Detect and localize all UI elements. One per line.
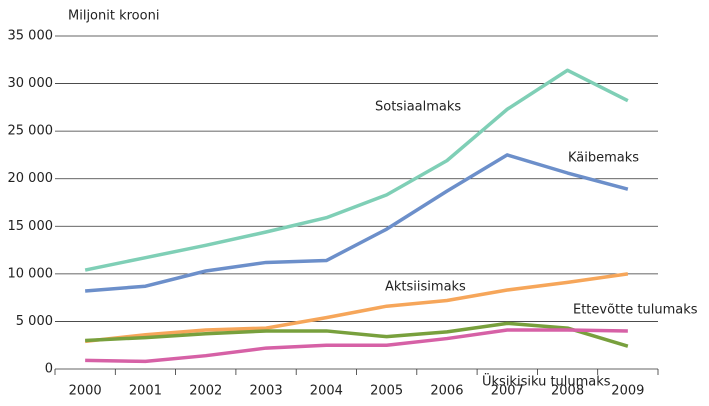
y-tick-label: 0: [45, 362, 53, 377]
y-tick-label: 15 000: [8, 219, 54, 234]
series-label: Käibemaks: [568, 151, 639, 166]
series-line: [85, 328, 628, 364]
series-line: [84, 272, 629, 344]
y-axis-title: Miljonit krooni: [68, 9, 159, 24]
x-tick-label: 2009: [611, 384, 644, 399]
y-tick-label: 25 000: [8, 124, 54, 139]
x-tick-label: 2000: [69, 384, 102, 399]
series-line: [85, 321, 629, 348]
x-tick-label: 2006: [430, 384, 463, 399]
series-label: Sotsiaalmaks: [375, 100, 461, 115]
series-label: Ettevõtte tulumaks: [573, 303, 698, 318]
y-tick-label: 10 000: [8, 266, 54, 281]
series-label: Aktsiisimaks: [385, 280, 466, 295]
x-tick-label: 2003: [250, 384, 283, 399]
series-label: Üksikisiku tulumaks: [482, 373, 611, 390]
x-tick-label: 2002: [189, 384, 222, 399]
y-tick-label: 20 000: [8, 171, 54, 186]
y-tick-label: 30 000: [8, 76, 54, 91]
x-tick-label: 2008: [551, 384, 584, 399]
y-tick-label: 5 000: [16, 314, 53, 329]
series-line: [85, 153, 629, 293]
x-tick-label: 2001: [129, 384, 162, 399]
x-tick-label: 2007: [491, 384, 524, 399]
x-tick-label: 2005: [370, 384, 403, 399]
series-line: [84, 68, 629, 272]
y-tick-label: 35 000: [8, 29, 54, 44]
x-tick-label: 2004: [310, 384, 343, 399]
